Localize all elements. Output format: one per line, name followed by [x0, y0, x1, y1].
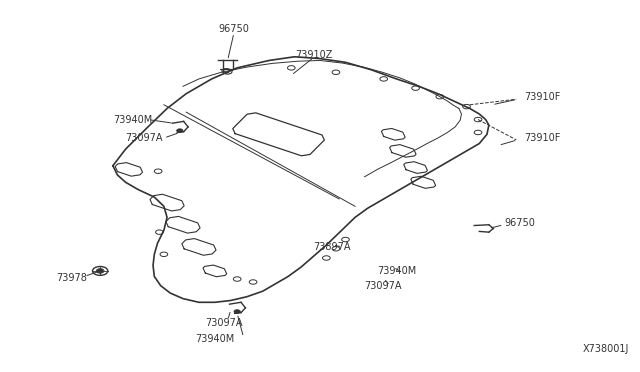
Text: X738001J: X738001J [582, 344, 629, 354]
Text: 96750: 96750 [505, 218, 536, 228]
Text: 73910Z: 73910Z [295, 50, 332, 60]
Text: 73097A: 73097A [205, 318, 243, 328]
Text: 73978: 73978 [56, 273, 87, 283]
Circle shape [234, 310, 241, 313]
Text: 73940M: 73940M [113, 115, 152, 125]
Circle shape [98, 269, 102, 272]
Text: 73940M: 73940M [378, 266, 417, 276]
Circle shape [177, 129, 183, 132]
Text: 96750: 96750 [218, 24, 250, 34]
Text: 73940M: 73940M [195, 334, 234, 344]
Text: 73910F: 73910F [524, 133, 560, 143]
Text: 73097A: 73097A [125, 133, 163, 143]
Text: 73897A: 73897A [314, 242, 351, 252]
Text: 73097A: 73097A [365, 281, 402, 291]
Text: 73910F: 73910F [524, 92, 560, 102]
